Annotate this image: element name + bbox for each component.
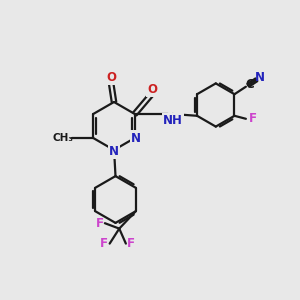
Text: F: F	[127, 237, 135, 250]
Text: F: F	[95, 217, 104, 230]
Text: NH: NH	[163, 114, 183, 127]
Text: F: F	[100, 237, 108, 250]
Text: CH₃: CH₃	[52, 133, 73, 143]
Text: N: N	[109, 145, 119, 158]
Text: O: O	[106, 70, 116, 84]
Text: F: F	[248, 112, 256, 125]
Text: C: C	[245, 78, 254, 91]
Text: N: N	[131, 131, 141, 145]
Text: N: N	[255, 71, 265, 84]
Text: O: O	[147, 82, 157, 96]
